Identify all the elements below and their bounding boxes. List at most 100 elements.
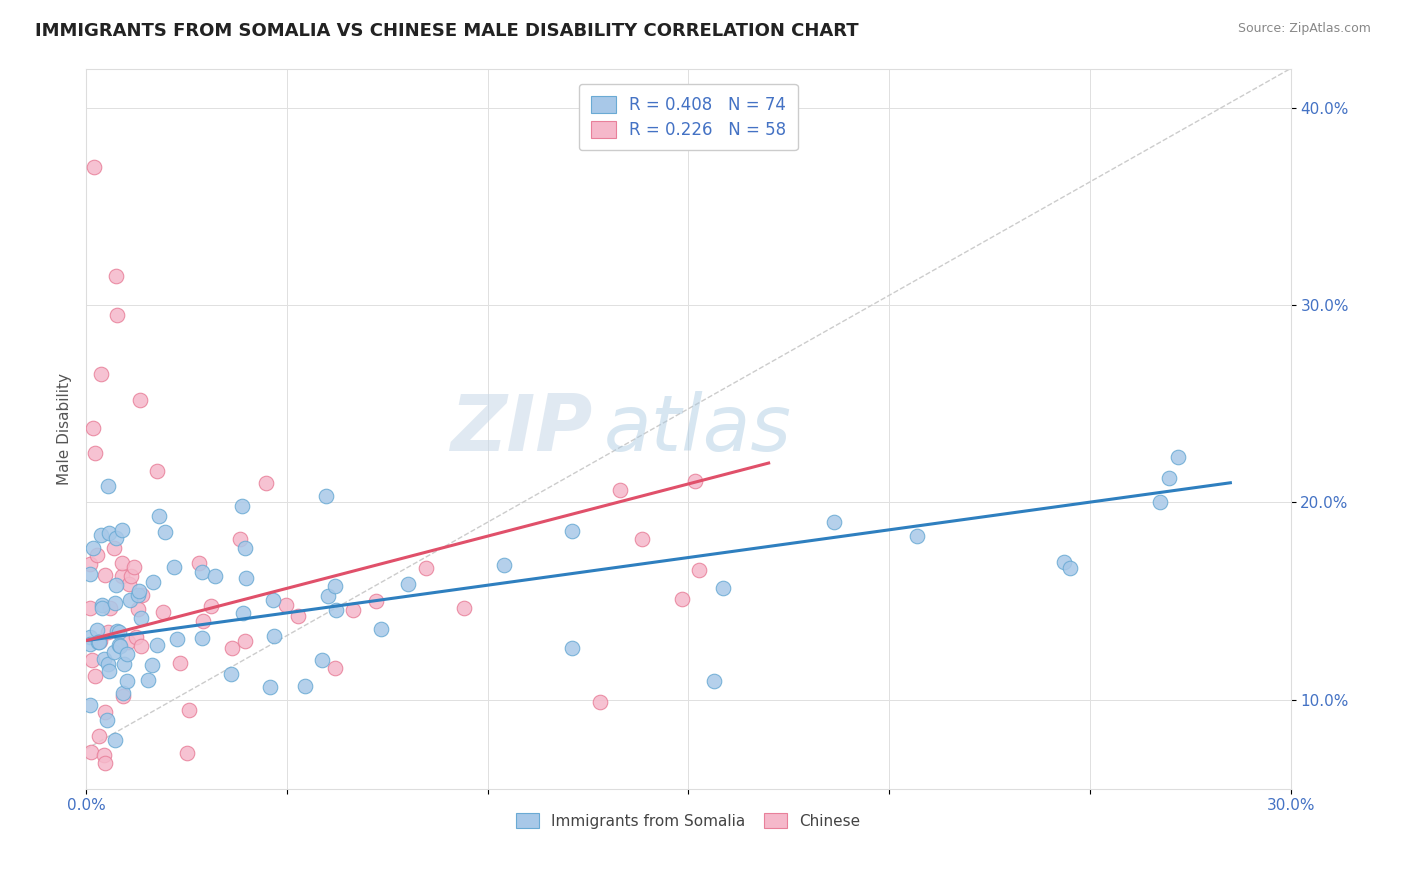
- Point: [79, 601, 101, 615]
- Point: [325, 602, 347, 616]
- Point: [703, 674, 725, 689]
- Point: [190, 631, 212, 645]
- Point: [93, 651, 115, 665]
- Point: [325, 661, 347, 675]
- Point: [187, 556, 209, 570]
- Point: [90, 368, 112, 382]
- Point: [96, 713, 118, 727]
- Point: [688, 564, 710, 578]
- Point: [259, 680, 281, 694]
- Point: [112, 657, 135, 671]
- Point: [683, 474, 706, 488]
- Point: [141, 657, 163, 672]
- Point: [86, 634, 108, 648]
- Point: [90, 599, 112, 613]
- Point: [91, 601, 114, 615]
- Text: IMMIGRANTS FROM SOMALIA VS CHINESE MALE DISABILITY CORRELATION CHART: IMMIGRANTS FROM SOMALIA VS CHINESE MALE …: [35, 22, 859, 40]
- Point: [370, 622, 392, 636]
- Point: [105, 308, 128, 322]
- Point: [120, 593, 142, 607]
- Point: [311, 653, 333, 667]
- Point: [107, 625, 129, 640]
- Point: [94, 756, 117, 770]
- Point: [415, 561, 437, 575]
- Point: [274, 598, 297, 612]
- Point: [127, 588, 149, 602]
- Point: [111, 556, 134, 570]
- Point: [83, 160, 105, 174]
- Point: [153, 524, 176, 539]
- Point: [104, 733, 127, 747]
- Point: [263, 629, 285, 643]
- Point: [79, 566, 101, 581]
- Point: [79, 630, 101, 644]
- Point: [128, 392, 150, 407]
- Point: [262, 592, 284, 607]
- Point: [131, 588, 153, 602]
- Point: [104, 268, 127, 283]
- Point: [108, 639, 131, 653]
- Point: [1053, 556, 1076, 570]
- Point: [145, 638, 167, 652]
- Point: [152, 605, 174, 619]
- Point: [104, 531, 127, 545]
- Point: [97, 657, 120, 672]
- Point: [233, 541, 256, 555]
- Point: [86, 548, 108, 562]
- Point: [235, 571, 257, 585]
- Point: [1159, 471, 1181, 485]
- Point: [84, 669, 107, 683]
- Point: [112, 686, 135, 700]
- Point: [93, 747, 115, 762]
- Point: [104, 596, 127, 610]
- Y-axis label: Male Disability: Male Disability: [58, 373, 72, 484]
- Point: [79, 745, 101, 759]
- Point: [177, 703, 200, 717]
- Point: [191, 566, 214, 580]
- Point: [589, 695, 612, 709]
- Point: [145, 465, 167, 479]
- Point: [221, 640, 243, 655]
- Point: [98, 601, 121, 615]
- Point: [136, 673, 159, 688]
- Point: [193, 615, 215, 629]
- Point: [1167, 450, 1189, 464]
- Point: [87, 634, 110, 648]
- Point: [200, 599, 222, 613]
- Point: [127, 602, 149, 616]
- Point: [235, 634, 257, 648]
- Point: [105, 578, 128, 592]
- Point: [561, 641, 583, 656]
- Point: [87, 729, 110, 743]
- Point: [323, 579, 346, 593]
- Point: [79, 637, 101, 651]
- Text: atlas: atlas: [605, 391, 792, 467]
- Point: [108, 638, 131, 652]
- Point: [97, 664, 120, 678]
- Point: [142, 574, 165, 589]
- Point: [129, 639, 152, 653]
- Point: [671, 592, 693, 607]
- Point: [907, 529, 929, 543]
- Point: [609, 483, 631, 497]
- Point: [115, 674, 138, 689]
- Point: [148, 508, 170, 523]
- Point: [631, 533, 654, 547]
- Point: [318, 589, 340, 603]
- Point: [169, 656, 191, 670]
- Point: [561, 524, 583, 538]
- Point: [342, 603, 364, 617]
- Legend: Immigrants from Somalia, Chinese: Immigrants from Somalia, Chinese: [510, 806, 866, 835]
- Point: [86, 624, 108, 638]
- Point: [229, 532, 252, 546]
- Point: [315, 489, 337, 503]
- Text: Source: ZipAtlas.com: Source: ZipAtlas.com: [1237, 22, 1371, 36]
- Point: [176, 746, 198, 760]
- Point: [111, 524, 134, 538]
- Point: [94, 705, 117, 719]
- Point: [396, 577, 419, 591]
- Point: [166, 632, 188, 647]
- Point: [711, 581, 734, 595]
- Point: [453, 601, 475, 615]
- Point: [120, 568, 142, 582]
